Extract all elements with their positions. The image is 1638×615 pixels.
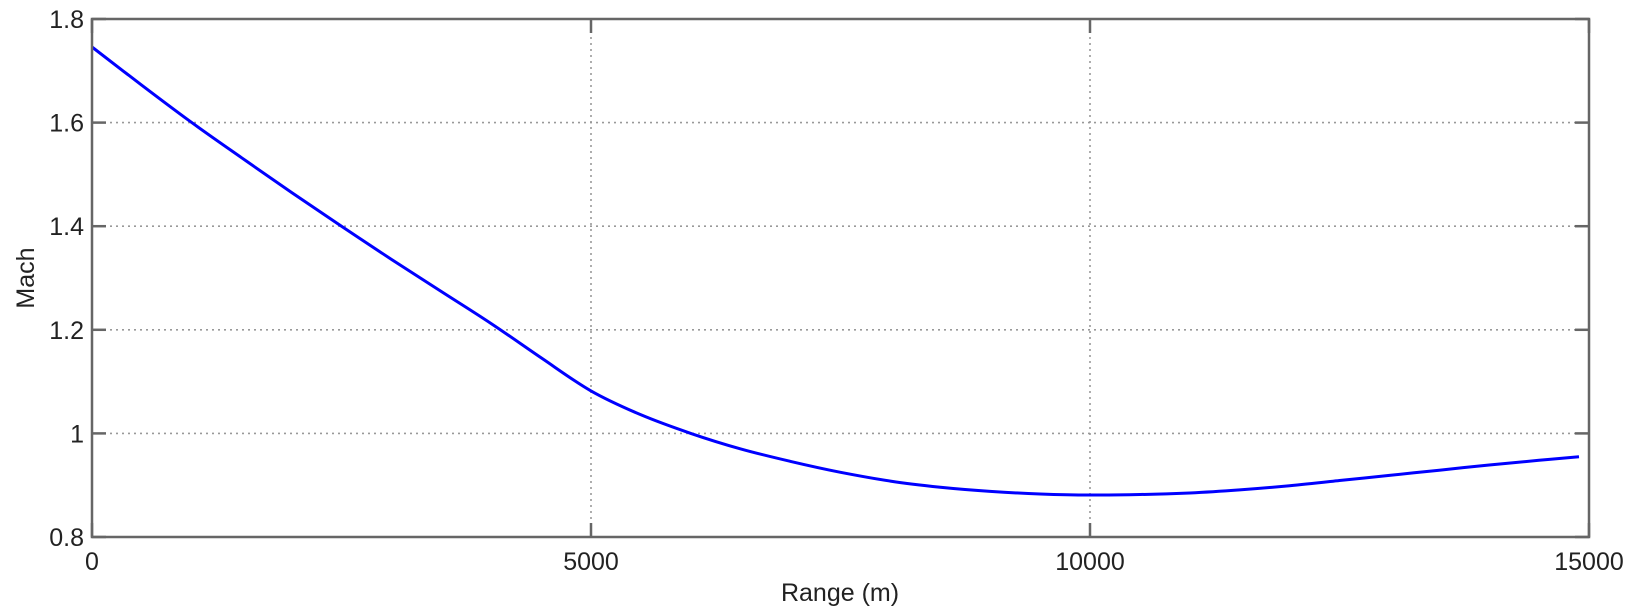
x-axis-tick-labels: 0 5000 10000 15000	[85, 548, 1624, 576]
axis-ticks	[90, 17, 1591, 539]
x-tick-label: 15000	[1554, 548, 1624, 576]
plot-area-frame	[90, 17, 1591, 539]
x-tick-label: 5000	[563, 548, 619, 576]
y-tick-label: 1.8	[49, 6, 84, 34]
y-axis-tick-labels: 0.8 1 1.2 1.4 1.6 1.8	[49, 6, 84, 552]
x-tick-label: 0	[85, 548, 99, 576]
grid-lines	[92, 19, 1589, 537]
y-tick-label: 0.8	[49, 524, 84, 552]
y-tick-label: 1.4	[49, 213, 84, 241]
x-tick-label: 10000	[1055, 548, 1125, 576]
y-tick-label: 1	[70, 420, 84, 448]
y-tick-label: 1.6	[49, 110, 84, 138]
data-series	[91, 45, 1580, 497]
y-axis-label: Mach	[12, 247, 40, 308]
mach-line	[91, 45, 1580, 497]
x-axis-label: Range (m)	[781, 579, 899, 607]
y-tick-label: 1.2	[49, 317, 84, 345]
